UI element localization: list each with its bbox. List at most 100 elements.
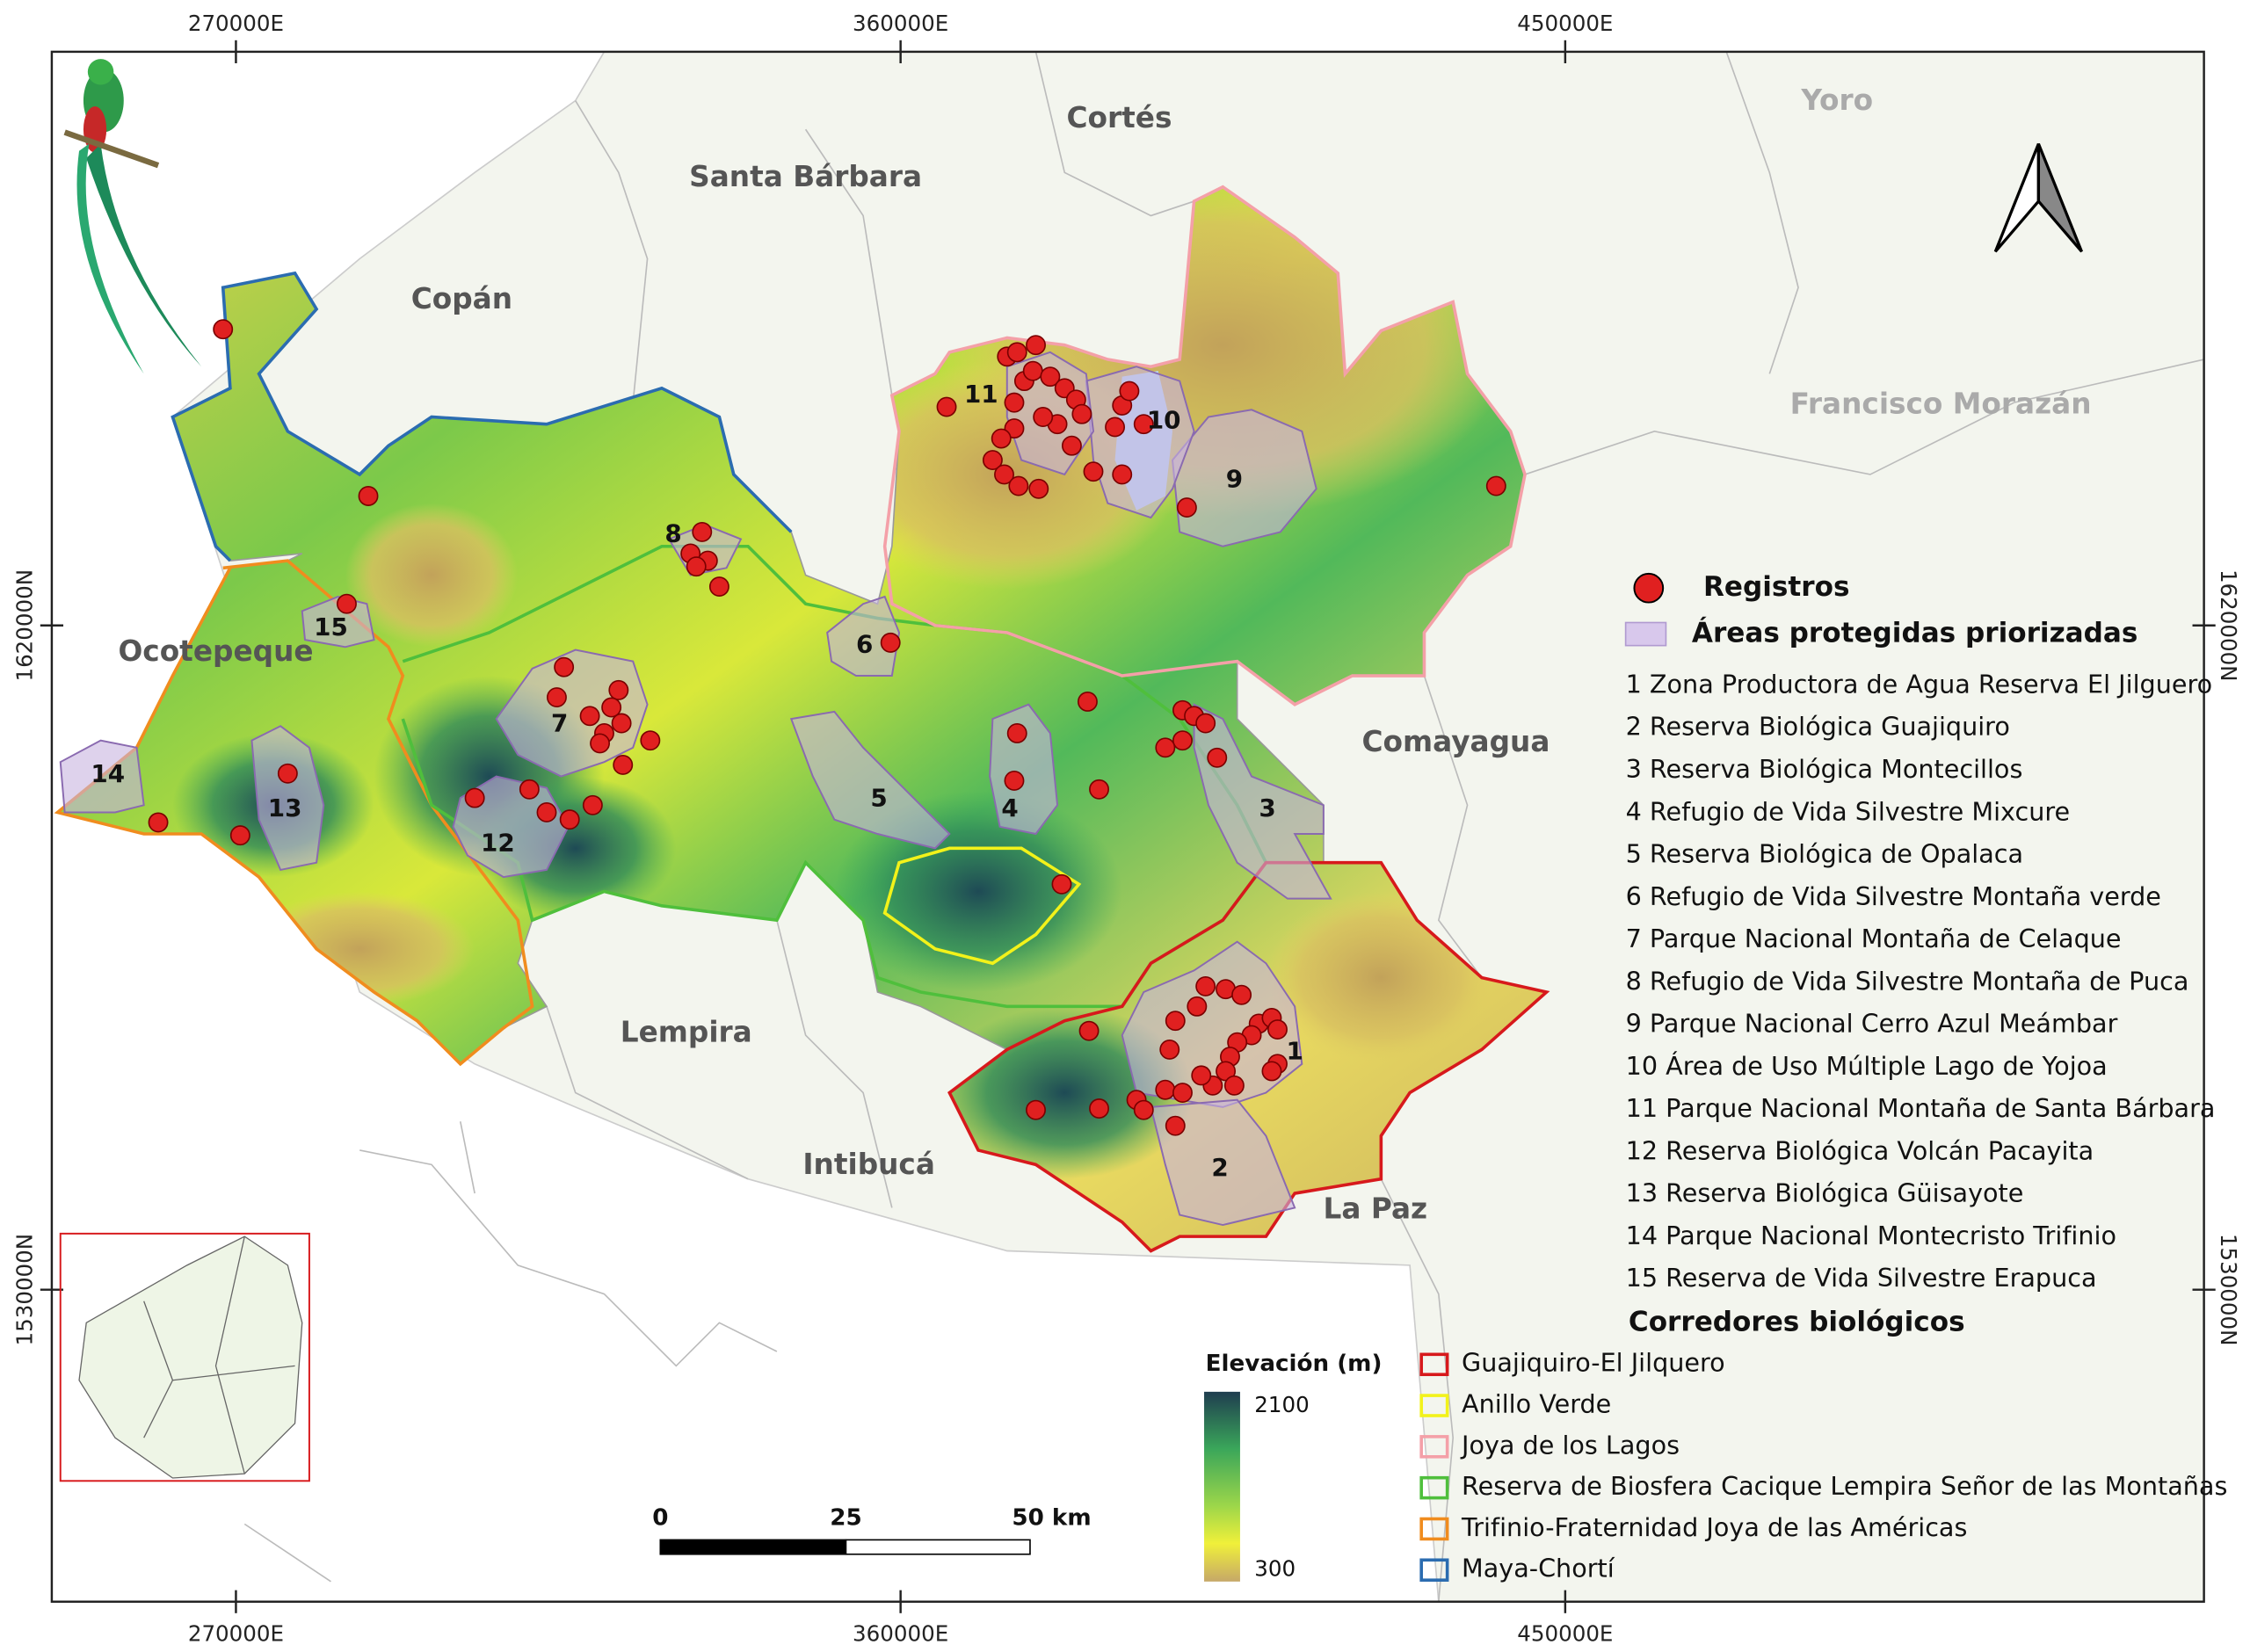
protected-area-item: 4 Refugio de Vida Silvestre Mixcure	[1626, 796, 2071, 826]
northing-label: 1620000N	[2216, 569, 2241, 682]
protected-area	[301, 595, 375, 648]
record-point	[519, 779, 540, 800]
map-shape	[659, 1539, 847, 1555]
record-point	[1485, 475, 1506, 496]
protected-area-item: 1 Zona Productora de Agua Reserva El Jil…	[1626, 669, 2213, 699]
easting-label: 270000E	[188, 11, 284, 36]
record-point	[991, 428, 1012, 449]
scale-bar: 0 25 50 km	[652, 1504, 1092, 1555]
department-label: Lempira	[621, 1015, 752, 1048]
corridor-item: Guajiquiro-El Jilquero	[1462, 1348, 1725, 1378]
record-point	[582, 794, 603, 815]
protected-area-item: 8 Refugio de Vida Silvestre Montaña de P…	[1626, 966, 2189, 996]
corridor-trifinio	[54, 559, 534, 1067]
corridor-symbol	[1419, 1352, 1449, 1377]
grid: 270000E 270000E 360000E 360000E 450000E 45000…	[11, 11, 2240, 1647]
corridors	[54, 185, 1550, 1253]
easting-label: 270000E	[188, 1620, 284, 1646]
map-shape	[63, 129, 160, 169]
corridor-symbol	[1419, 1394, 1449, 1417]
area-label: 11	[964, 380, 998, 409]
record-point	[613, 755, 634, 775]
records-symbol	[1633, 572, 1665, 604]
record-point	[1267, 1019, 1288, 1040]
record-point	[1008, 475, 1029, 496]
protected-area	[250, 725, 325, 872]
record-point	[1133, 1099, 1154, 1120]
protected-area-item: 13 Reserva Biológica Güisayote	[1626, 1178, 2024, 1208]
record-point	[692, 521, 713, 542]
corridor-guajiquiro	[947, 860, 1550, 1253]
record-point	[1176, 497, 1197, 518]
record-point	[1165, 1115, 1186, 1136]
area-label: 13	[268, 793, 302, 822]
legend-corridors-title: Corredores biológicos	[1629, 1306, 1965, 1337]
records	[148, 319, 1506, 1136]
protected-area-item: 12 Reserva Biológica Volcán Pacayita	[1626, 1135, 2094, 1165]
record-point	[1172, 730, 1193, 751]
record-point	[994, 464, 1014, 485]
record-point	[1004, 771, 1025, 791]
record-point	[1223, 1075, 1245, 1096]
record-point	[1028, 478, 1049, 499]
map-shape	[87, 59, 114, 85]
record-point	[1119, 380, 1140, 402]
record-point	[1078, 1020, 1100, 1041]
corridor-anillo-verde	[882, 846, 1082, 966]
quetzal-illustration	[63, 59, 202, 374]
map-shape	[59, 1232, 310, 1482]
scale-label: 0	[652, 1504, 668, 1531]
corridor-joya-lagos	[882, 185, 1527, 706]
area-label: 12	[481, 828, 515, 857]
northing-label: 1620000N	[11, 569, 37, 682]
area-label: 2	[1211, 1153, 1228, 1182]
department-label: Yoro	[1800, 83, 1873, 117]
record-point	[1159, 1039, 1180, 1060]
easting-label: 360000E	[853, 1620, 948, 1646]
record-point	[1006, 342, 1027, 363]
record-point	[1022, 360, 1043, 381]
inset-map	[59, 1232, 310, 1482]
record-point	[708, 576, 729, 598]
area-label: 5	[870, 784, 887, 813]
department-labels: Santa Bárbara Cortés Yoro Copán Francisc…	[118, 83, 2091, 1226]
record-point	[1172, 1083, 1193, 1103]
el-salvador-coast	[243, 1121, 778, 1583]
corridor-maya-chorti	[171, 271, 793, 562]
area-label: 7	[551, 709, 568, 738]
map-shape	[243, 1121, 778, 1583]
protected-area-item: 3 Reserva Biológica Montecillos	[1626, 754, 2023, 784]
record-point	[640, 730, 661, 751]
protected-area-item: 15 Reserva de Vida Silvestre Erapuca	[1626, 1263, 2097, 1293]
record-point	[1261, 1061, 1282, 1082]
easting-label: 450000E	[1517, 11, 1613, 36]
area-label: 3	[1259, 793, 1275, 822]
easting-label: 450000E	[1517, 1620, 1613, 1646]
record-point	[1089, 1098, 1109, 1119]
record-point	[590, 733, 611, 754]
protected-area	[989, 703, 1059, 836]
map-shape	[86, 143, 202, 367]
protected-area	[1150, 1098, 1296, 1227]
protected-area	[1193, 703, 1332, 900]
department-label: Intibucá	[802, 1148, 935, 1181]
protected-areas	[59, 351, 1332, 1227]
record-point	[546, 687, 567, 708]
record-point	[1004, 392, 1025, 413]
record-point	[1191, 1065, 1212, 1086]
record-point	[148, 812, 169, 833]
record-point	[1026, 335, 1046, 356]
record-point	[1133, 414, 1154, 435]
corridor-symbol	[1419, 1517, 1449, 1541]
record-point	[337, 593, 357, 614]
area-label: 8	[664, 519, 681, 548]
record-point	[579, 706, 600, 727]
record-point	[1061, 435, 1082, 456]
corridor-symbol	[1419, 1435, 1449, 1459]
northing-label: 1530000N	[11, 1234, 37, 1346]
protected-area-item: 10 Área de Uso Múltiple Lago de Yojoa	[1626, 1051, 2108, 1081]
department-label: Ocotepeque	[118, 634, 313, 668]
record-point	[1033, 407, 1054, 427]
